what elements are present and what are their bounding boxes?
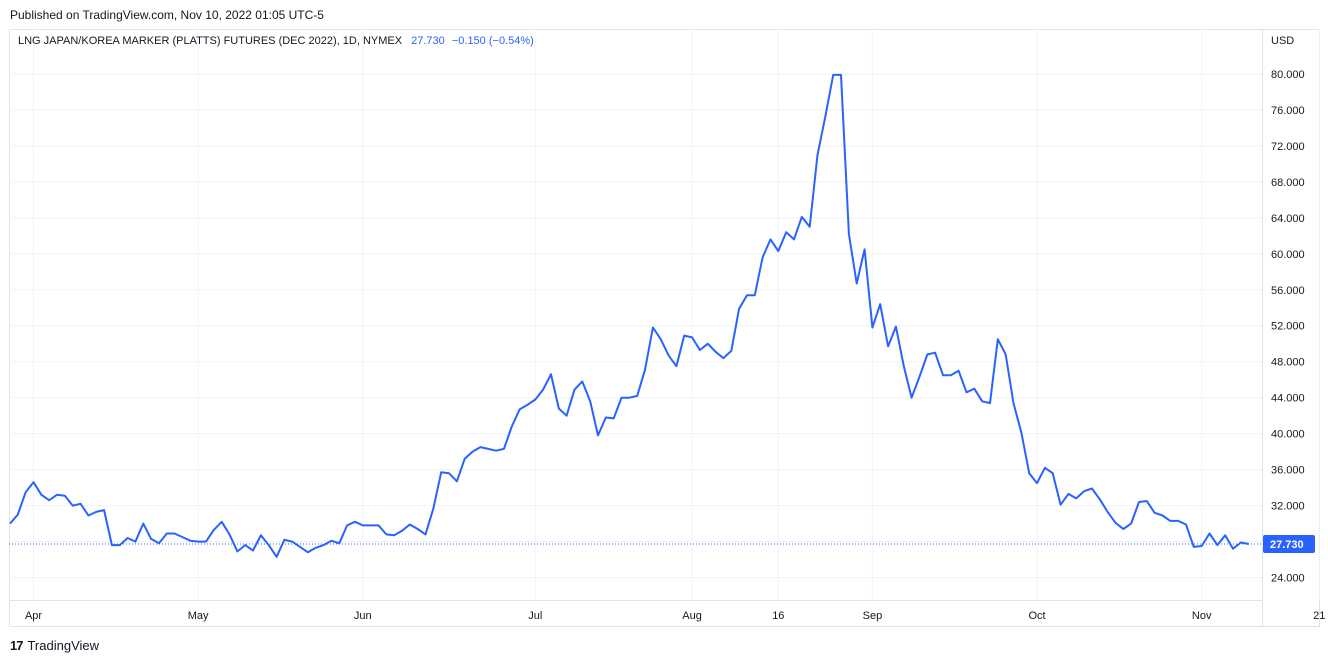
y-tick-label: 32.000 — [1271, 501, 1305, 513]
price-axis-separator — [1262, 29, 1263, 627]
last-price-badge: 27.730 — [1263, 534, 1315, 553]
symbol-legend[interactable]: LNG JAPAN/KOREA MARKER (PLATTS) FUTURES … — [18, 35, 534, 47]
y-tick-label: 24.000 — [1271, 573, 1305, 585]
x-tick-label: Jul — [528, 610, 542, 622]
x-tick-label: Aug — [682, 610, 702, 622]
x-tick-label: 16 — [772, 610, 784, 622]
x-tick-label: Sep — [863, 610, 883, 622]
x-tick-label: May — [188, 610, 209, 622]
published-caption: Published on TradingView.com, Nov 10, 20… — [10, 8, 324, 22]
symbol-title[interactable]: LNG JAPAN/KOREA MARKER (PLATTS) FUTURES … — [18, 35, 403, 47]
y-tick-label: 60.000 — [1271, 249, 1305, 261]
y-tick-label: 68.000 — [1271, 177, 1305, 189]
tradingview-brand: TradingView — [27, 638, 100, 653]
price-axis: 24.00028.00032.00036.00040.00044.00048.0… — [1271, 69, 1305, 585]
tradingview-logo[interactable]: 17 TradingView — [10, 638, 99, 653]
tradingview-logo-icon: 17 — [10, 638, 24, 653]
currency-label[interactable]: USD — [1271, 35, 1295, 47]
y-tick-label: 56.000 — [1271, 285, 1305, 297]
y-tick-label: 44.000 — [1271, 393, 1305, 405]
y-tick-label: 64.000 — [1271, 213, 1305, 225]
price-change: −0.150 (−0.54%) — [451, 35, 534, 47]
x-tick-label: 21 — [1313, 610, 1325, 622]
x-tick-label: Jun — [354, 610, 372, 622]
last-price-badge-box — [1263, 534, 1315, 553]
x-tick-label: Oct — [1028, 610, 1045, 622]
time-axis-separator — [9, 600, 1263, 601]
last-price-badge-label: 27.730 — [1270, 539, 1304, 551]
y-tick-label: 80.000 — [1271, 69, 1305, 81]
grid-lines — [9, 29, 1320, 600]
x-tick-label: Nov — [1192, 610, 1212, 622]
x-tick-label: Apr — [25, 610, 42, 622]
time-axis: Apr May Jun Jul Aug 16 Sep Oct Nov 21 — [25, 610, 1325, 622]
y-tick-label: 72.000 — [1271, 141, 1305, 153]
y-tick-label: 76.000 — [1271, 105, 1305, 117]
y-tick-label: 48.000 — [1271, 357, 1305, 369]
series-line — [9, 73, 1249, 558]
last-value: 27.730 — [411, 35, 445, 47]
y-tick-label: 40.000 — [1271, 429, 1305, 441]
y-tick-label: 36.000 — [1271, 465, 1305, 477]
y-tick-label: 52.000 — [1271, 321, 1305, 333]
